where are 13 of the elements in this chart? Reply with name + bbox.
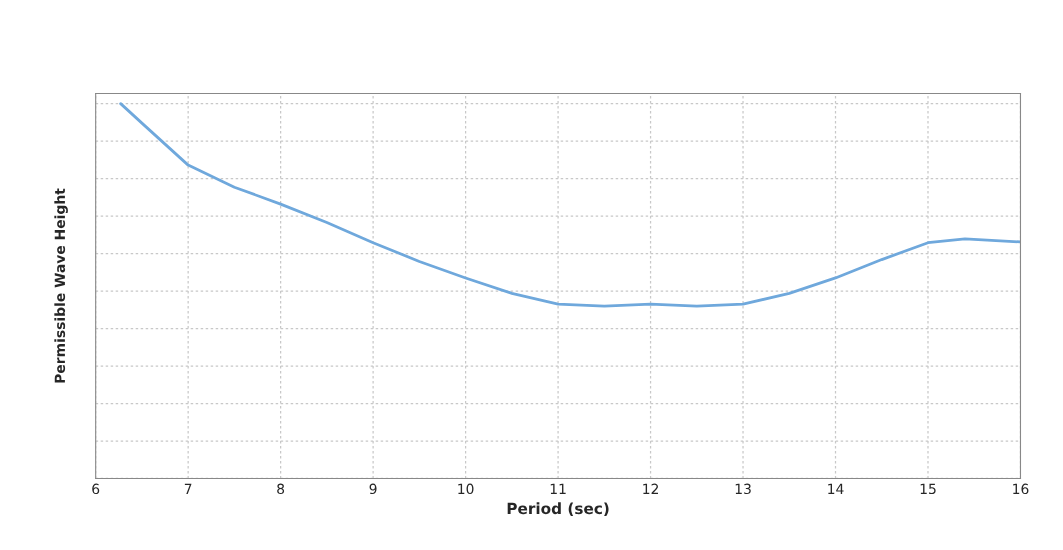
x-tick-label: 9 xyxy=(369,483,377,495)
y-axis-title: Permissible Wave Height xyxy=(54,188,68,383)
x-tick-label: 8 xyxy=(277,483,285,495)
x-tick-label: 15 xyxy=(920,483,936,495)
x-tick-label: 13 xyxy=(735,483,751,495)
x-tick-label: 7 xyxy=(184,483,192,494)
x-tick-label: 10 xyxy=(458,483,474,495)
x-tick-label: 11 xyxy=(550,483,566,494)
x-tick-label: 12 xyxy=(643,483,658,494)
x-tick-label: 6 xyxy=(92,483,100,495)
x-tick-label: 16 xyxy=(1013,483,1029,495)
x-tick-label: 14 xyxy=(828,483,844,494)
x-axis-title: Period (sec) xyxy=(507,502,609,516)
